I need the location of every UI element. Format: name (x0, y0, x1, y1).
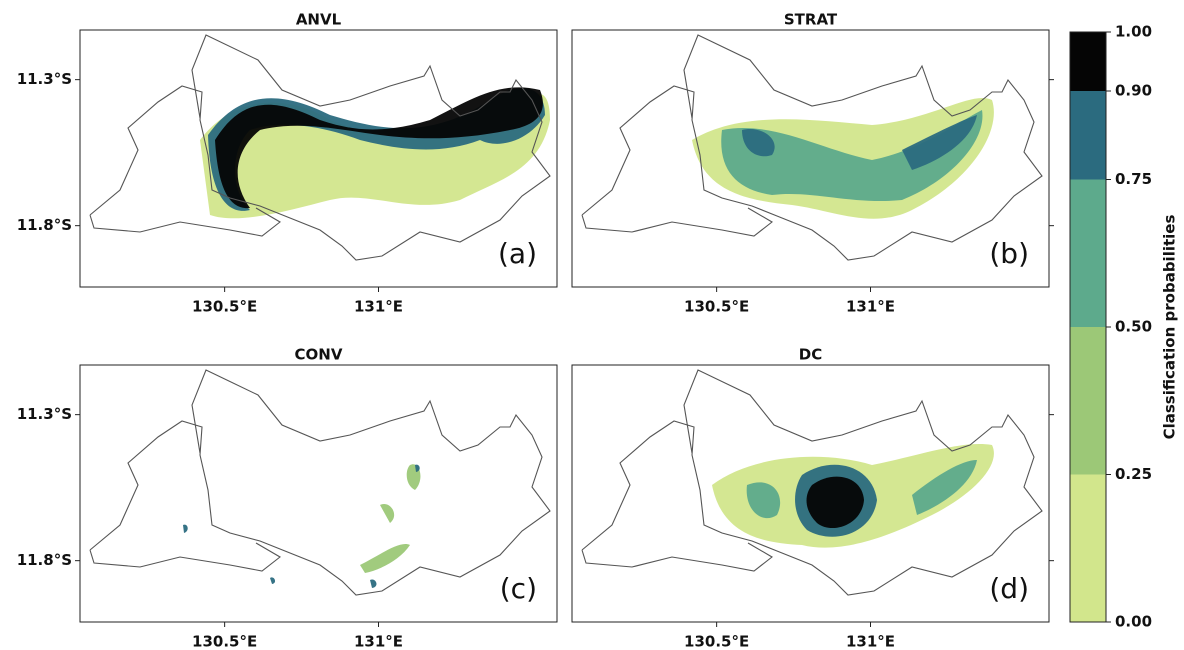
colorbar-segment (1070, 474, 1106, 622)
lat-tick-label: 11.8°S (17, 551, 72, 569)
lon-tick-label: 130.5°E (192, 298, 257, 316)
coastline (89, 369, 551, 596)
map-panel: STRAT (b) 130.5°E 131°E (571, 11, 1054, 316)
panel-label: (d) (989, 572, 1029, 605)
colorbar-label: Classification probabilities (1161, 215, 1179, 440)
colorbar-tick-label: 0.75 (1115, 170, 1152, 188)
panel-label: (b) (989, 237, 1029, 270)
probability-field (360, 464, 421, 573)
lon-tick-label: 130.5°E (684, 298, 749, 316)
lon-tick-label: 131°E (846, 633, 895, 650)
lat-tick-label: 11.3°S (17, 70, 72, 88)
colorbar-tick-label: 0.90 (1115, 82, 1152, 100)
map-panel: DC (d) 130.5°E 131°E (571, 346, 1054, 650)
colorbar-segment (1070, 91, 1106, 180)
lon-tick-label: 130.5°E (192, 633, 257, 650)
colorbar-tick-label: 1.00 (1115, 23, 1152, 41)
colorbar-segment (1070, 327, 1106, 475)
probability-field (183, 464, 420, 588)
probability-field (806, 476, 864, 529)
colorbar: 0.00 0.25 0.50 0.75 0.90 1.00 (1069, 23, 1152, 631)
panel-frame (79, 29, 558, 288)
colorbar-tick-label: 0.25 (1115, 465, 1152, 483)
panel-label: (a) (498, 237, 537, 270)
panel-frame (571, 364, 1050, 623)
lon-tick-label: 131°E (354, 633, 403, 650)
map-panel: CONV (c) 130.5°E 131°E 11.3°S 11.8°S (17, 346, 558, 650)
lon-tick-label: 130.5°E (684, 633, 749, 650)
colorbar-segment (1070, 179, 1106, 327)
probability-field (746, 460, 977, 519)
panel-frame (571, 29, 1050, 288)
panel-title: STRAT (784, 11, 838, 29)
lon-tick-label: 131°E (846, 298, 895, 316)
panel-title: ANVL (296, 11, 342, 29)
lon-tick-label: 131°E (354, 298, 403, 316)
panels: ANVL (a) 130.5°E 131°E 11.3°S 11.8°S STRAT (b) 1… (17, 11, 1054, 650)
panel-label: (c) (500, 572, 537, 605)
panel-title: DC (799, 346, 822, 364)
map-panel: ANVL (a) 130.5°E 131°E 11.3°S 11.8°S (17, 11, 558, 316)
probability-field (742, 115, 977, 170)
lat-tick-label: 11.3°S (17, 405, 72, 423)
probability-field (721, 110, 983, 202)
colorbar-tick-label: 0.00 (1115, 613, 1152, 631)
panel-frame (79, 364, 558, 623)
lat-tick-label: 11.8°S (17, 216, 72, 234)
probability-field (215, 87, 543, 209)
colorbar-tick-label: 0.50 (1115, 318, 1152, 336)
colorbar-segment (1070, 32, 1106, 91)
panel-title: CONV (295, 346, 343, 364)
